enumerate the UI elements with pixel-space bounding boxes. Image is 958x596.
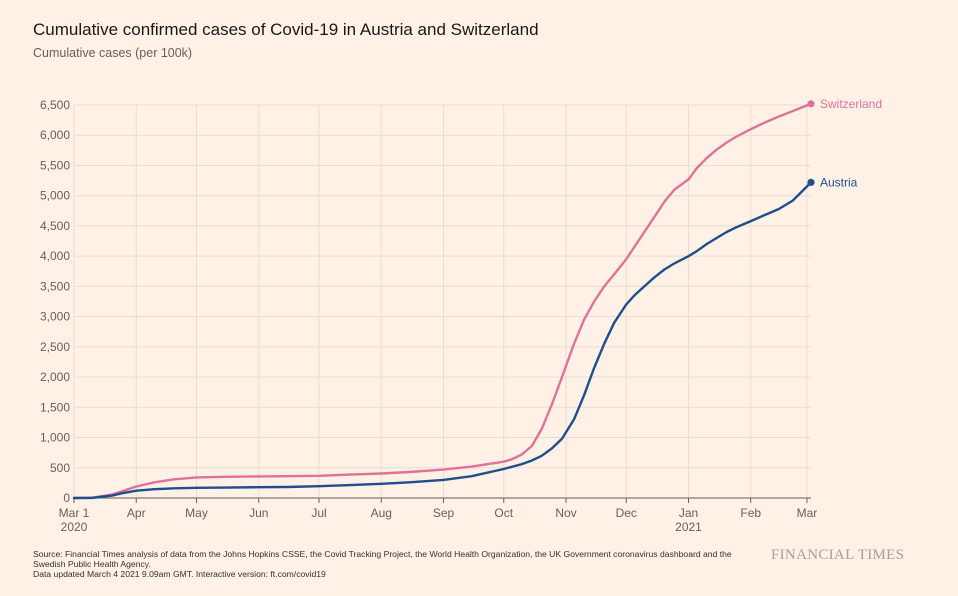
series-label-switzerland: Switzerland (820, 97, 882, 111)
y-tick-label: 4,500 (40, 219, 70, 233)
x-tick-label: Mar (797, 506, 818, 520)
x-tick-label: Mar 1 (59, 506, 90, 520)
chart-title: Cumulative confirmed cases of Covid-19 i… (33, 20, 539, 39)
series-endpoint-switzerland (807, 100, 815, 108)
x-tick-label: Oct (494, 506, 513, 520)
y-tick-label: 4,000 (40, 249, 70, 263)
y-tick-label: 2,000 (40, 370, 70, 384)
y-tick-label: 3,500 (40, 279, 70, 293)
y-tick-label: 3,000 (40, 310, 70, 324)
financial-times-logo: FINANCIAL TIMES (771, 547, 905, 563)
y-tick-label: 0 (63, 491, 70, 505)
x-tick-label: Jun (249, 506, 268, 520)
chart-subtitle: Cumulative cases (per 100k) (33, 46, 193, 60)
source-line-1: Source: Financial Times analysis of data… (33, 549, 732, 559)
x-tick-label: Apr (127, 506, 146, 520)
x-tick-label: Feb (740, 506, 761, 520)
series-label-austria: Austria (820, 175, 858, 189)
x-tick-label: Jan (679, 506, 698, 520)
x-tick-label: Nov (555, 506, 576, 520)
x-tick-label: Sep (433, 506, 455, 520)
y-tick-label: 6,000 (40, 128, 70, 142)
x-tick-label: Dec (616, 506, 637, 520)
x-tick-year-label: 2021 (675, 520, 702, 534)
series-line-austria (72, 181, 813, 500)
series-line-switzerland (72, 102, 813, 500)
y-tick-label: 5,000 (40, 189, 70, 203)
data-updated-note[interactable]: Data updated March 4 2021 9.09am GMT. In… (33, 569, 326, 579)
x-tick-label: Jul (311, 506, 326, 520)
x-tick-year-label: 2020 (61, 520, 88, 534)
y-tick-label: 1,500 (40, 400, 70, 414)
source-line-2: Swedish Public Health Agency. (33, 559, 151, 569)
y-tick-label: 1,000 (40, 431, 70, 445)
chart-footer: Source: Financial Times analysis of data… (33, 549, 773, 579)
y-tick-label: 2,500 (40, 340, 70, 354)
line-chart: 0 500 1,000 1,500 2,000 2,500 3,000 3,500 4,000 4… (40, 97, 882, 534)
y-tick-label: 500 (50, 461, 70, 475)
y-tick-label: 6,500 (40, 98, 70, 112)
y-tick-label: 5,500 (40, 158, 70, 172)
series-endpoint-austria (807, 178, 815, 186)
x-tick-label: Aug (371, 506, 392, 520)
x-tick-label: May (185, 506, 208, 520)
